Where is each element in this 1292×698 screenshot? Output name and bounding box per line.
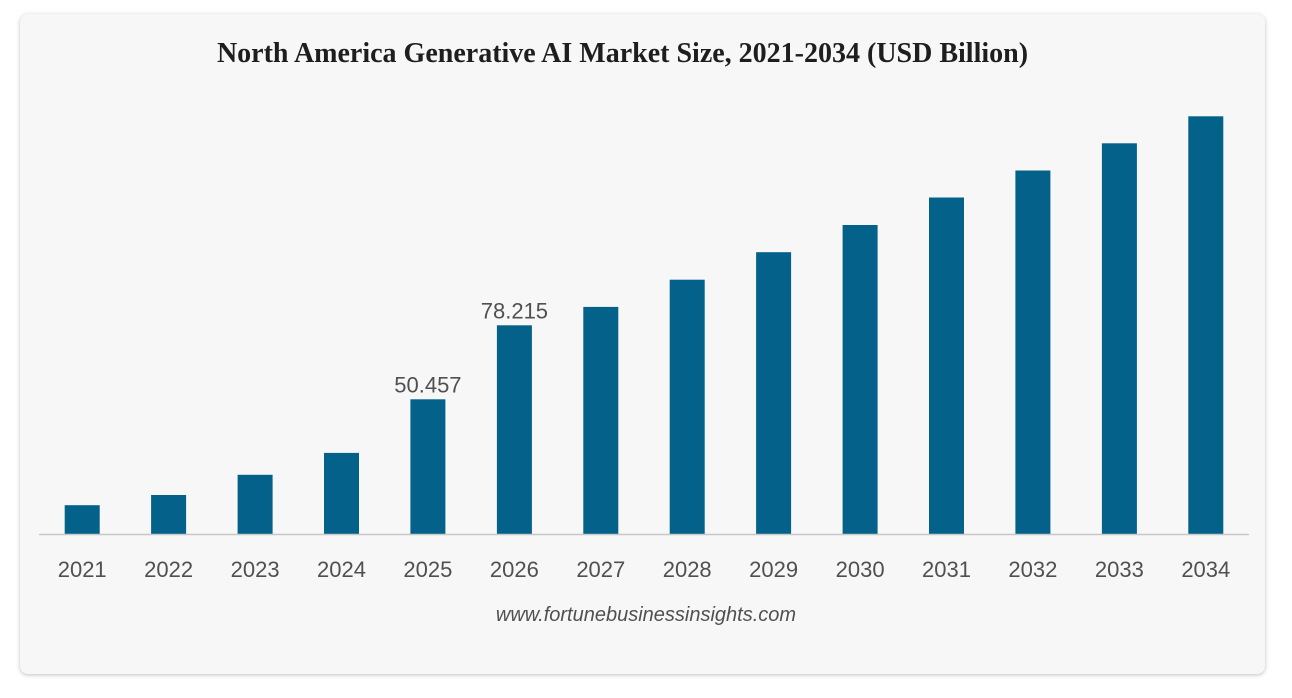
chart-title: North America Generative AI Market Size,… bbox=[216, 38, 1029, 69]
bar-2033 bbox=[1101, 143, 1137, 535]
data-labels: 50.457 78.215 bbox=[394, 298, 548, 397]
x-tick-label-2028: 2028 bbox=[663, 557, 712, 582]
x-tick-label-2033: 2033 bbox=[1095, 557, 1144, 582]
chart-card bbox=[20, 14, 1265, 674]
x-tick-label-2023: 2023 bbox=[231, 557, 280, 582]
x-tick-label-2025: 2025 bbox=[403, 557, 452, 582]
bars-group bbox=[64, 116, 1224, 535]
x-tick-labels: 2021 2022 2023 2024 2025 2026 2027 2028 2029 2030… bbox=[58, 557, 1231, 582]
data-label-2025: 50.457 bbox=[394, 372, 461, 397]
bar-2025 bbox=[410, 399, 446, 534]
x-tick-label-2032: 2032 bbox=[1008, 557, 1057, 582]
bar-2026 bbox=[496, 325, 532, 534]
bar-2029 bbox=[756, 252, 792, 534]
bar-2034 bbox=[1188, 116, 1224, 535]
bar-2021 bbox=[64, 505, 100, 534]
bar-2028 bbox=[669, 279, 705, 534]
x-tick-label-2031: 2031 bbox=[922, 557, 971, 582]
bar-2032 bbox=[1015, 170, 1051, 534]
x-tick-label-2030: 2030 bbox=[836, 557, 885, 582]
data-label-2026: 78.215 bbox=[481, 298, 548, 323]
x-tick-label-2026: 2026 bbox=[490, 557, 539, 582]
x-tick-label-2029: 2029 bbox=[749, 557, 798, 582]
x-tick-label-2022: 2022 bbox=[144, 557, 193, 582]
bar-2022 bbox=[151, 495, 187, 534]
bar-2031 bbox=[929, 197, 964, 534]
source-url: www.fortunebusinessinsights.com bbox=[495, 604, 797, 626]
x-tick-label-2024: 2024 bbox=[317, 557, 366, 582]
bar-2024 bbox=[324, 452, 359, 534]
x-tick-label-2034: 2034 bbox=[1181, 557, 1230, 582]
bar-2030 bbox=[842, 225, 878, 534]
x-tick-label-2021: 2021 bbox=[58, 557, 107, 582]
x-tick-label-2027: 2027 bbox=[576, 557, 625, 582]
bar-2027 bbox=[583, 306, 619, 534]
bar-2023 bbox=[237, 474, 273, 534]
